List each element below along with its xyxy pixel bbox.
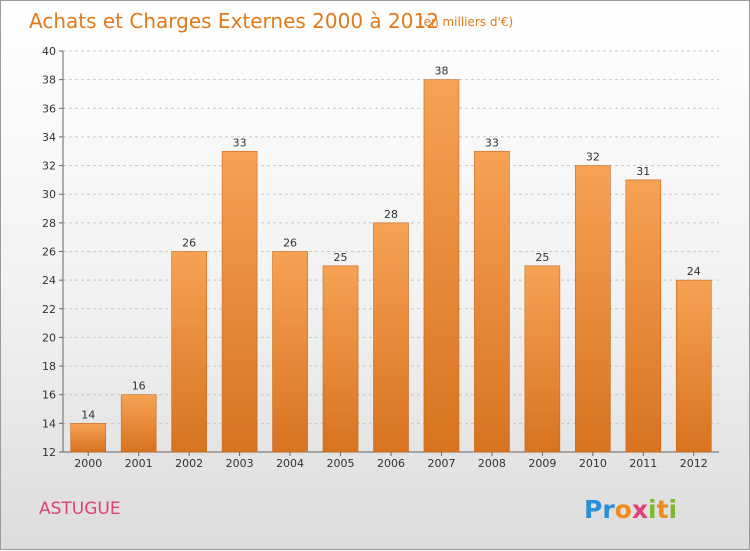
y-tick-label: 20 xyxy=(42,331,56,344)
y-tick-label: 38 xyxy=(42,74,56,87)
bar xyxy=(171,251,207,453)
commune-name: ASTUGUE xyxy=(39,499,121,519)
x-tick-label: 2002 xyxy=(175,457,203,470)
logo-letter: t xyxy=(657,495,669,524)
y-tick-label: 22 xyxy=(42,303,56,316)
data-label: 24 xyxy=(687,265,701,278)
y-tick-label: 28 xyxy=(42,217,56,230)
data-label: 26 xyxy=(283,237,297,250)
x-tick-label: 2004 xyxy=(276,457,304,470)
bar xyxy=(675,279,712,453)
bar xyxy=(575,165,611,453)
logo-letter: i xyxy=(669,495,678,524)
data-label: 31 xyxy=(636,165,650,178)
x-tick-label: 2012 xyxy=(680,457,708,470)
y-tick-label: 12 xyxy=(42,446,56,459)
logo-letter: o xyxy=(615,495,632,524)
y-tick-label: 40 xyxy=(42,45,56,58)
y-tick-label: 30 xyxy=(42,188,56,201)
data-label: 25 xyxy=(334,251,348,264)
bar xyxy=(70,423,107,453)
data-label: 33 xyxy=(485,136,499,149)
y-tick-label: 24 xyxy=(42,274,56,287)
logo-letter: x xyxy=(632,495,648,524)
x-tick-label: 2010 xyxy=(579,457,607,470)
bar xyxy=(322,265,359,453)
logo-letter: i xyxy=(648,495,657,524)
data-label: 32 xyxy=(586,151,600,164)
y-tick-label: 16 xyxy=(42,389,56,402)
x-tick-label: 2001 xyxy=(125,457,153,470)
bar xyxy=(221,150,258,453)
y-tick-label: 14 xyxy=(42,417,56,430)
chart-subtitle: (en milliers d'€) xyxy=(419,15,513,29)
bar xyxy=(272,251,308,453)
y-tick-label: 36 xyxy=(42,102,56,115)
data-label: 38 xyxy=(434,65,448,78)
bar xyxy=(524,265,561,453)
bar xyxy=(474,150,510,453)
data-label: 16 xyxy=(132,380,146,393)
data-label: 14 xyxy=(81,408,95,421)
y-tick-label: 18 xyxy=(42,360,56,373)
x-tick-label: 2003 xyxy=(226,457,254,470)
bar xyxy=(625,179,662,453)
x-tick-label: 2009 xyxy=(528,457,556,470)
bar xyxy=(373,222,409,453)
data-label: 33 xyxy=(233,136,247,149)
logo-letter: P xyxy=(584,495,602,524)
x-tick-label: 2006 xyxy=(377,457,405,470)
data-label: 26 xyxy=(182,237,196,250)
y-tick-label: 34 xyxy=(42,131,56,144)
x-tick-label: 2007 xyxy=(427,457,455,470)
bar xyxy=(120,394,157,453)
data-label: 25 xyxy=(535,251,549,264)
x-tick-label: 2000 xyxy=(74,457,102,470)
logo-letter: r xyxy=(602,495,615,524)
y-tick-label: 32 xyxy=(42,160,56,173)
chart-title: Achats et Charges Externes 2000 à 2012 xyxy=(29,9,439,33)
x-tick-label: 2005 xyxy=(327,457,355,470)
proxiti-logo: Proxiti xyxy=(584,495,677,524)
data-label: 28 xyxy=(384,208,398,221)
bar xyxy=(423,79,460,453)
y-tick-label: 26 xyxy=(42,246,56,259)
x-tick-label: 2008 xyxy=(478,457,506,470)
x-tick-label: 2011 xyxy=(629,457,657,470)
